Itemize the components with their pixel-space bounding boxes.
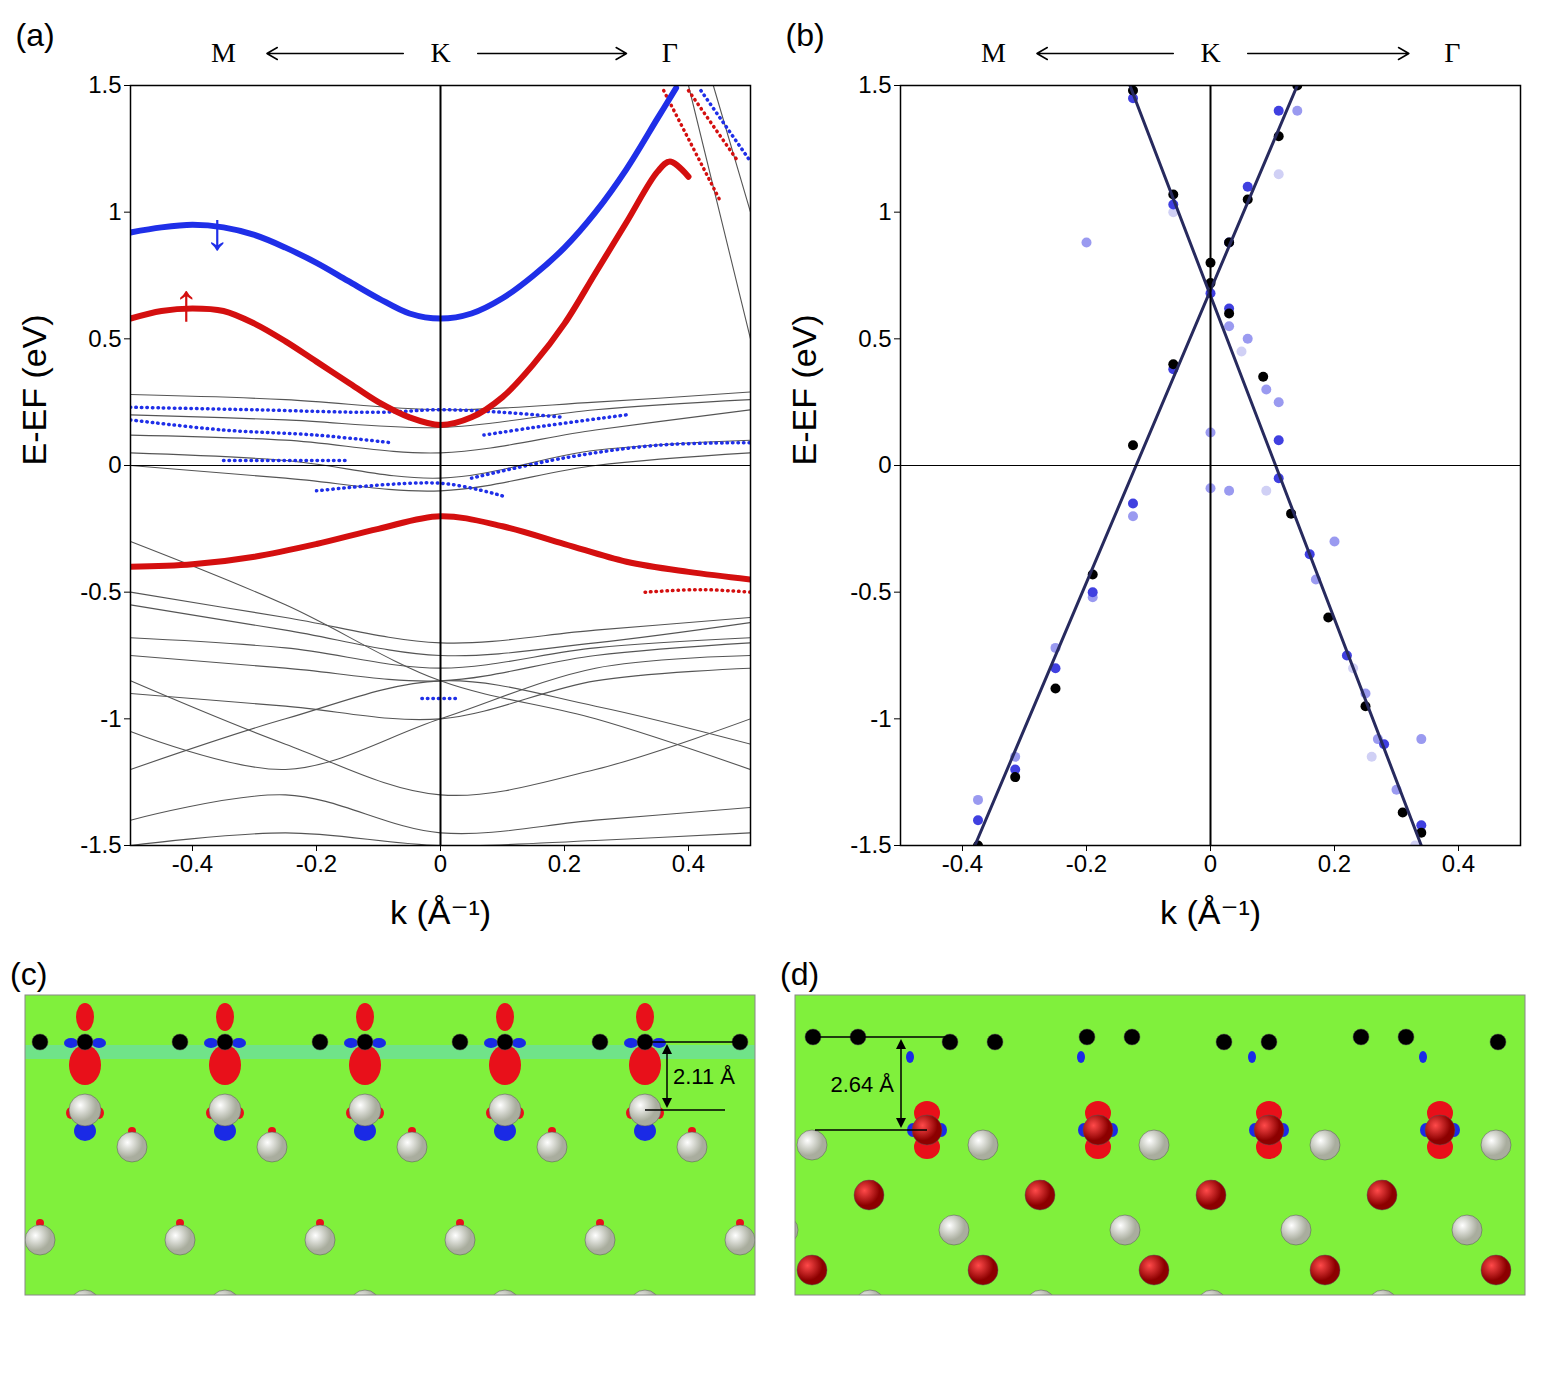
svg-text:-1.5: -1.5 [80, 831, 121, 858]
svg-text:1: 1 [108, 198, 121, 225]
svg-text:-0.4: -0.4 [942, 850, 983, 877]
svg-text:k (Å⁻¹): k (Å⁻¹) [1160, 893, 1261, 931]
svg-text:k (Å⁻¹): k (Å⁻¹) [390, 893, 491, 931]
svg-text:1: 1 [878, 198, 891, 225]
svg-text:Γ: Γ [1444, 37, 1460, 68]
svg-text:0.4: 0.4 [1442, 850, 1475, 877]
svg-text:-1.5: -1.5 [850, 831, 891, 858]
svg-text:K: K [430, 37, 450, 68]
svg-text:0.5: 0.5 [858, 325, 891, 352]
svg-text:E-EF (eV): E-EF (eV) [785, 314, 823, 465]
svg-text:-0.2: -0.2 [1066, 850, 1107, 877]
svg-text:K: K [1200, 37, 1220, 68]
svg-text:0: 0 [434, 850, 447, 877]
svg-text:0: 0 [878, 451, 891, 478]
svg-text:Γ: Γ [662, 37, 678, 68]
svg-text:0.5: 0.5 [88, 325, 121, 352]
svg-text:-0.4: -0.4 [172, 850, 213, 877]
svg-text:(d): (d) [780, 956, 819, 992]
svg-text:M: M [981, 37, 1006, 68]
svg-text:↓: ↓ [204, 202, 230, 260]
svg-text:0: 0 [1204, 850, 1217, 877]
svg-text:2.64 Å: 2.64 Å [830, 1072, 894, 1097]
svg-text:2.11 Å: 2.11 Å [673, 1064, 735, 1089]
svg-text:-0.2: -0.2 [296, 850, 337, 877]
svg-text:(a): (a) [16, 17, 55, 53]
svg-text:E-EF (eV): E-EF (eV) [15, 314, 53, 465]
svg-text:0: 0 [108, 451, 121, 478]
svg-text:-0.5: -0.5 [850, 578, 891, 605]
svg-text:-0.5: -0.5 [80, 578, 121, 605]
svg-text:0.4: 0.4 [672, 850, 705, 877]
svg-text:-1: -1 [870, 705, 891, 732]
svg-text:1.5: 1.5 [88, 71, 121, 98]
svg-text:M: M [211, 37, 236, 68]
svg-text:-1: -1 [100, 705, 121, 732]
svg-text:(c): (c) [10, 956, 47, 992]
svg-text:(b): (b) [786, 17, 825, 53]
svg-text:0.2: 0.2 [548, 850, 581, 877]
svg-text:0.2: 0.2 [1318, 850, 1351, 877]
svg-text:↑: ↑ [173, 273, 199, 331]
svg-text:1.5: 1.5 [858, 71, 891, 98]
